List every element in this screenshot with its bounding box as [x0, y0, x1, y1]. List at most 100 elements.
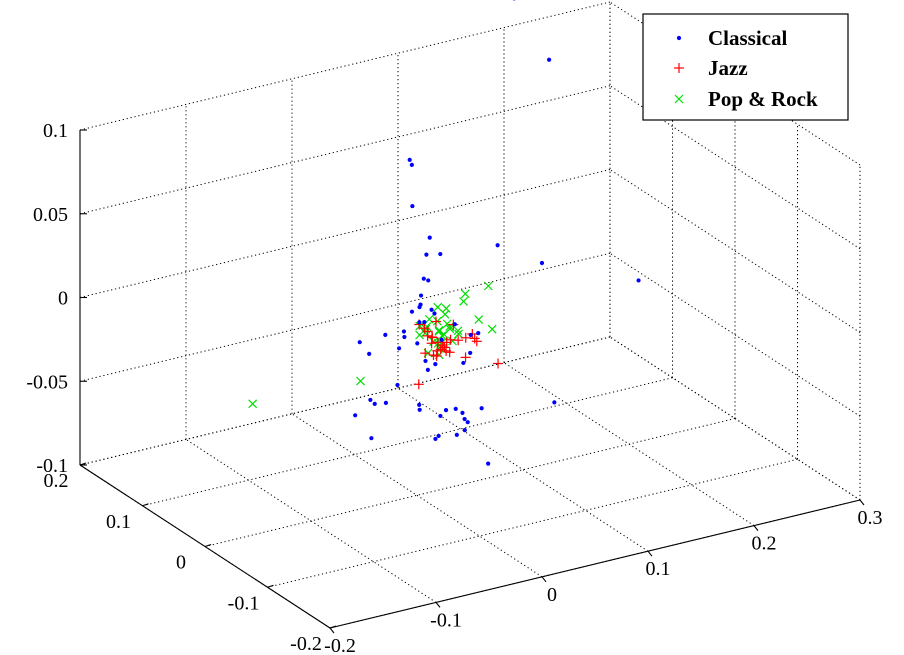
legend-marker-cross — [674, 94, 684, 104]
data-point-jazz — [420, 348, 431, 359]
z-tick-label: 0.05 — [33, 204, 68, 226]
data-point-classical — [402, 334, 407, 340]
y-tick-label: 0 — [176, 552, 186, 574]
x-tick-label: 0.2 — [752, 533, 777, 555]
data-points — [248, 0, 641, 466]
data-point-pop-rock — [415, 330, 424, 340]
data-point-pop-rock — [433, 302, 443, 312]
grid-line — [79, 336, 611, 466]
data-point-pop-rock — [448, 336, 457, 346]
grid-line — [503, 362, 755, 527]
legend-marker-cross — [674, 94, 684, 104]
grid-line — [609, 252, 861, 417]
data-point-pop-rock — [454, 329, 463, 339]
data-point-classical — [421, 276, 426, 281]
data-point-pop-rock — [474, 315, 484, 325]
x-tick-label: 0.1 — [646, 558, 671, 580]
data-point-classical — [409, 162, 414, 167]
data-point-jazz — [435, 344, 446, 355]
y-tick-mark — [142, 503, 149, 507]
legend-entry-pop-rock: Pop & Rock — [674, 87, 818, 111]
tick-labels: -0.2-0.100.10.20.3-0.2-0.100.10.2-0.1-0.… — [26, 120, 882, 655]
x-tick-mark — [329, 627, 335, 634]
data-point-pop-rock — [487, 324, 497, 334]
grid-line — [142, 377, 673, 507]
data-point-classical — [539, 260, 545, 266]
x-tick-label: 0.3 — [858, 507, 883, 529]
grid-line — [397, 387, 649, 552]
grid-line — [79, 85, 611, 215]
data-point-classical — [409, 309, 415, 314]
data-point-classical — [438, 251, 443, 257]
data-point-pop-rock — [437, 331, 447, 341]
y-tick-mark — [267, 584, 274, 588]
x-tick-mark — [859, 499, 865, 506]
data-point-jazz — [428, 350, 439, 361]
legend-marker-plus — [674, 63, 684, 73]
data-point-classical — [465, 420, 470, 425]
grid-line — [609, 169, 861, 333]
data-point-classical — [460, 410, 465, 415]
data-point-classical — [476, 331, 481, 336]
y-tick-mark — [204, 543, 212, 548]
x-tick-mark — [753, 525, 759, 531]
data-point-jazz — [413, 379, 424, 390]
y-tick-label: -0.2 — [290, 633, 322, 655]
data-point-jazz — [432, 337, 443, 348]
data-point-classical — [429, 307, 434, 312]
data-point-classical — [410, 203, 415, 209]
data-point-classical — [433, 362, 438, 367]
grid-line — [609, 336, 861, 501]
legend-entry-jazz: Jazz — [674, 56, 748, 80]
data-point-jazz — [460, 352, 471, 363]
legend-label-classical: Classical — [708, 26, 788, 50]
data-point-classical — [452, 322, 457, 327]
data-point-pop-rock — [429, 337, 439, 347]
data-point-classical — [462, 416, 467, 422]
data-point-classical — [461, 360, 466, 366]
x-tick-mark — [647, 550, 653, 557]
data-point-classical — [383, 332, 388, 337]
data-point-pop-rock — [440, 309, 450, 319]
data-point-jazz — [426, 338, 437, 349]
data-point-pop-rock — [248, 399, 258, 409]
x-tick-label: -0.1 — [430, 609, 462, 631]
data-point-jazz — [422, 330, 433, 341]
data-point-classical — [417, 320, 422, 325]
data-point-jazz — [431, 316, 441, 327]
y-tick-label: -0.1 — [228, 592, 260, 614]
data-point-pop-rock — [439, 330, 449, 340]
x-tick-mark — [541, 576, 547, 583]
data-point-pop-rock — [445, 322, 455, 332]
data-point-pop-rock — [453, 326, 463, 336]
data-point-classical — [443, 408, 449, 413]
data-point-classical — [383, 400, 389, 405]
data-point-classical — [454, 432, 459, 437]
x-tick-mark — [435, 602, 441, 608]
data-point-classical — [369, 436, 374, 441]
data-point-classical — [462, 428, 467, 433]
data-point-classical — [368, 397, 373, 403]
data-point-classical — [479, 406, 484, 411]
data-point-classical — [423, 358, 428, 364]
data-point-classical — [417, 407, 422, 412]
legend: Classical Jazz Pop & Rock — [642, 13, 849, 121]
data-point-classical — [396, 346, 402, 351]
data-point-classical — [427, 235, 432, 240]
data-point-classical — [468, 332, 473, 338]
data-point-classical — [417, 402, 422, 407]
x-tick-label: -0.2 — [324, 635, 356, 655]
grid-line — [79, 1, 611, 131]
data-point-classical — [426, 278, 431, 283]
data-point-classical — [367, 351, 372, 356]
z-tick-label: 0 — [58, 288, 68, 310]
data-point-classical — [495, 243, 500, 248]
data-point-classical — [438, 413, 443, 419]
legend-label-jazz: Jazz — [708, 56, 748, 80]
data-point-classical — [453, 406, 458, 411]
grid-line — [291, 413, 543, 578]
y-tick-label: 0.1 — [106, 511, 131, 533]
data-point-classical — [486, 461, 491, 466]
